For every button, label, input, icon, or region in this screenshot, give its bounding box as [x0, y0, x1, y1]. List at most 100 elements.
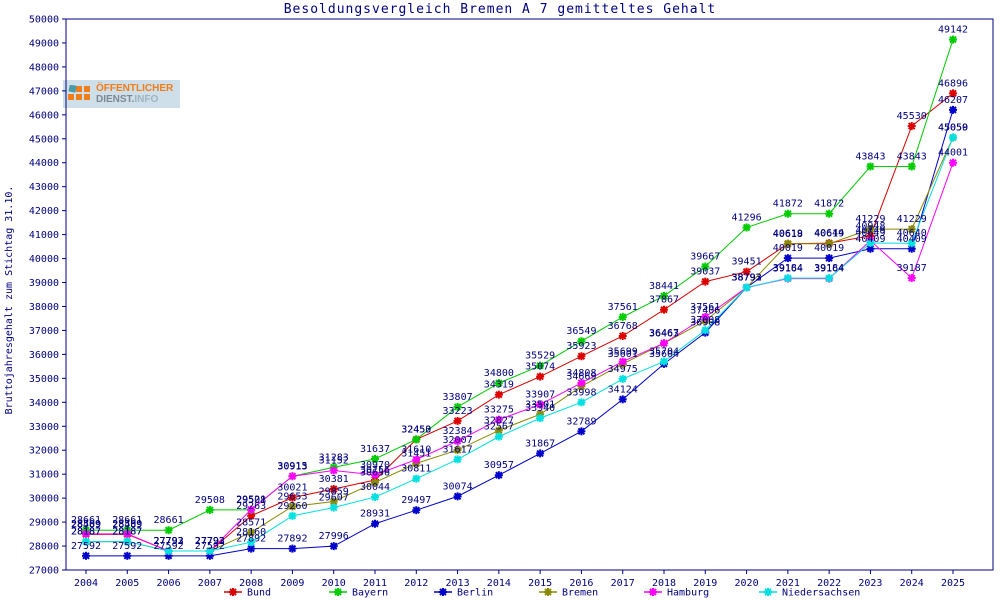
data-label-niedersachsen: 33340	[525, 403, 555, 414]
logo-grid-icon	[68, 84, 90, 100]
data-label-berlin: 40019	[814, 243, 844, 254]
y-tick-label: 37000	[29, 326, 59, 337]
marker-stroke	[247, 505, 255, 514]
marker-stroke	[764, 588, 772, 596]
data-point-hamburg	[247, 505, 256, 514]
data-point-bremen	[453, 446, 462, 455]
data-label-bremen: 36463	[649, 328, 679, 339]
data-label-niedersachsen: 30811	[401, 464, 431, 475]
data-label-hamburg: 40749	[855, 226, 885, 237]
data-point-bayern	[742, 223, 751, 232]
marker-stroke	[334, 588, 342, 596]
data-point-bund	[536, 372, 545, 381]
data-label-bremen: 40619	[773, 229, 803, 240]
data-label-hamburg: 30970	[360, 460, 390, 471]
data-point-bund	[329, 485, 338, 494]
data-label-niedersachsen: 40640	[897, 228, 927, 239]
marker-stroke	[453, 403, 462, 411]
marker-stroke	[123, 552, 131, 560]
marker-stroke	[908, 225, 916, 233]
data-point-bayern	[164, 526, 173, 535]
marker-stroke	[164, 547, 173, 555]
data-point-berlin	[371, 519, 379, 528]
marker-stroke	[247, 538, 255, 546]
legend-label-berlin: Berlin	[457, 588, 493, 599]
marker-stroke	[206, 547, 214, 555]
data-label-hamburg: 30915	[277, 461, 307, 472]
marker-stroke	[701, 313, 709, 321]
marker-stroke	[784, 240, 792, 248]
marker-stroke	[577, 352, 586, 360]
y-tick-label: 41000	[29, 230, 59, 241]
data-point-niedersachsen	[618, 374, 627, 383]
y-tick-label: 35000	[29, 374, 59, 385]
marker-stroke	[825, 274, 833, 282]
marker-stroke	[536, 400, 544, 409]
data-point-niedersachsen	[907, 239, 916, 248]
data-label-bayern: 32450	[401, 424, 431, 435]
x-tick-label: 2013	[446, 578, 470, 589]
data-label-berlin: 30074	[443, 481, 473, 492]
y-tick-label: 44000	[29, 158, 59, 169]
marker-stroke	[660, 357, 668, 366]
marker-stroke	[288, 512, 297, 520]
marker-stroke	[371, 478, 379, 487]
data-point-berlin	[577, 427, 586, 436]
data-point-bremen	[247, 528, 256, 537]
data-label-niedersachsen: 32567	[484, 422, 514, 433]
y-tick-label: 43000	[29, 182, 59, 193]
marker-stroke	[544, 588, 552, 596]
data-point-bremen	[783, 239, 792, 248]
data-point-bund	[494, 390, 503, 399]
marker-stroke	[412, 474, 420, 483]
x-tick-label: 2004	[74, 578, 98, 589]
data-point-niedersachsen	[701, 326, 710, 335]
series-line-berlin	[86, 109, 954, 557]
legend-label-bund: Bund	[247, 588, 271, 599]
marker-stroke	[742, 223, 751, 232]
marker-stroke	[536, 449, 544, 458]
data-point-bund	[742, 267, 751, 276]
legend-label-hamburg: Hamburg	[667, 588, 709, 599]
data-label-niedersachsen: 34975	[608, 364, 638, 375]
data-label-bayern: 38441	[649, 281, 679, 292]
logo-text-dienst: DIENST.	[96, 94, 135, 105]
data-point-niedersachsen	[866, 239, 875, 248]
x-tick-label: 2024	[900, 578, 924, 589]
data-label-bayern: 43843	[897, 152, 927, 163]
data-label-berlin: 40409	[855, 234, 885, 245]
legend-marker-bremen	[544, 588, 552, 596]
data-label-niedersachsen: 29607	[319, 493, 349, 504]
data-point-bund	[660, 305, 668, 314]
marker-stroke	[784, 210, 792, 218]
data-label-hamburg: 31152	[319, 456, 349, 467]
data-point-niedersachsen	[288, 511, 297, 520]
y-tick-label: 49000	[29, 38, 59, 49]
data-label-bremen: 37406	[690, 306, 720, 317]
y-tick-label: 46000	[29, 110, 59, 121]
marker-stroke	[371, 493, 379, 501]
x-tick-label: 2017	[611, 578, 635, 589]
marker-stroke	[453, 417, 462, 425]
marker-stroke	[453, 492, 462, 501]
data-label-bund: 30756	[360, 465, 390, 476]
series-line-niedersachsen	[86, 137, 954, 552]
y-axis-title: Bruttojahresgehalt zum Stichtag 31.10.	[4, 186, 15, 415]
data-label-berlin: 38793	[732, 272, 762, 283]
x-tick-label: 2006	[157, 578, 181, 589]
data-label-bremen: 32827	[484, 415, 514, 426]
data-label-niedersachsen: 33998	[566, 387, 596, 398]
oeffentlicher-dienst-info-logo[interactable]: ÖFFENTLICHER DIENST.INFO	[63, 80, 181, 108]
marker-stroke	[660, 305, 668, 314]
data-label-niedersachsen: 37008	[690, 315, 720, 326]
data-point-bayern	[412, 435, 421, 444]
marker-stroke	[949, 106, 957, 114]
marker-stroke	[453, 446, 462, 454]
x-tick-label: 2019	[693, 578, 717, 589]
data-label-bayern: 29508	[195, 495, 225, 506]
data-label-niedersachsen: 35704	[649, 346, 679, 357]
marker-stroke	[536, 414, 544, 422]
marker-stroke	[206, 506, 214, 514]
data-label-bremen: 28187	[112, 527, 142, 538]
